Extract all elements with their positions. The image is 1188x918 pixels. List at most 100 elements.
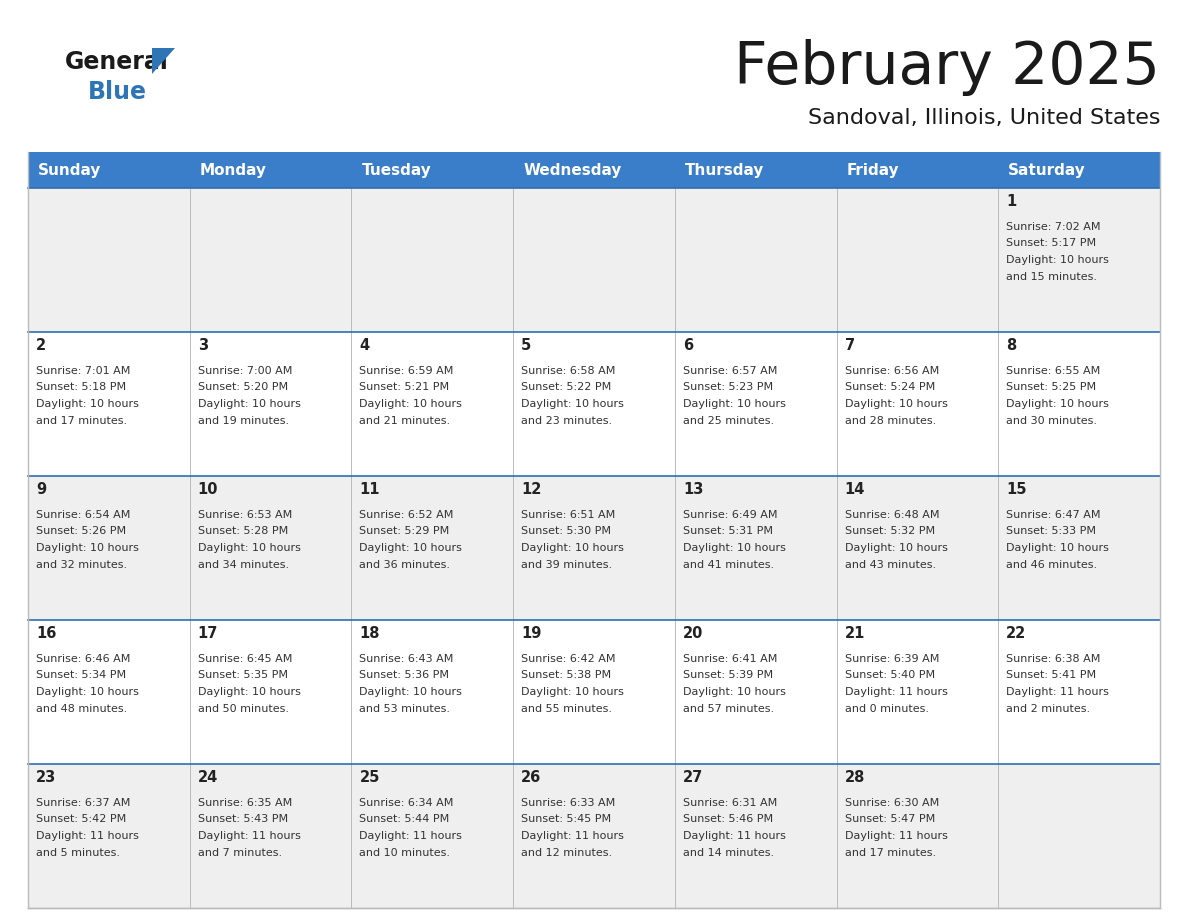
Text: and 39 minutes.: and 39 minutes.	[522, 559, 612, 569]
Text: and 12 minutes.: and 12 minutes.	[522, 847, 612, 857]
Text: Sunrise: 6:58 AM: Sunrise: 6:58 AM	[522, 366, 615, 376]
Text: Daylight: 10 hours: Daylight: 10 hours	[683, 687, 785, 697]
Text: Sunset: 5:42 PM: Sunset: 5:42 PM	[36, 814, 126, 824]
Text: 24: 24	[197, 770, 217, 786]
Bar	[29, 152, 1159, 188]
Text: and 17 minutes.: and 17 minutes.	[845, 847, 936, 857]
Text: 1: 1	[1006, 195, 1017, 209]
Text: Daylight: 10 hours: Daylight: 10 hours	[36, 399, 139, 409]
Text: Daylight: 10 hours: Daylight: 10 hours	[522, 543, 624, 553]
Text: Sandoval, Illinois, United States: Sandoval, Illinois, United States	[808, 108, 1159, 128]
Text: Sunrise: 6:49 AM: Sunrise: 6:49 AM	[683, 510, 777, 520]
Text: Sunrise: 6:52 AM: Sunrise: 6:52 AM	[360, 510, 454, 520]
Text: 23: 23	[36, 770, 56, 786]
Text: Sunrise: 6:45 AM: Sunrise: 6:45 AM	[197, 654, 292, 664]
Text: and 50 minutes.: and 50 minutes.	[197, 703, 289, 713]
Text: 13: 13	[683, 483, 703, 498]
Text: 7: 7	[845, 339, 854, 353]
Text: Sunset: 5:44 PM: Sunset: 5:44 PM	[360, 814, 450, 824]
Text: and 15 minutes.: and 15 minutes.	[1006, 272, 1098, 282]
Text: Sunset: 5:35 PM: Sunset: 5:35 PM	[197, 670, 287, 680]
Text: and 34 minutes.: and 34 minutes.	[197, 559, 289, 569]
Text: Sunset: 5:18 PM: Sunset: 5:18 PM	[36, 383, 126, 393]
Text: Sunset: 5:40 PM: Sunset: 5:40 PM	[845, 670, 935, 680]
Text: Sunset: 5:34 PM: Sunset: 5:34 PM	[36, 670, 126, 680]
Text: Daylight: 11 hours: Daylight: 11 hours	[360, 831, 462, 841]
Text: Daylight: 10 hours: Daylight: 10 hours	[522, 687, 624, 697]
Text: Blue: Blue	[88, 80, 147, 104]
Text: and 46 minutes.: and 46 minutes.	[1006, 559, 1098, 569]
Text: Daylight: 10 hours: Daylight: 10 hours	[360, 399, 462, 409]
Text: Sunrise: 6:54 AM: Sunrise: 6:54 AM	[36, 510, 131, 520]
Text: Sunset: 5:39 PM: Sunset: 5:39 PM	[683, 670, 773, 680]
Text: Daylight: 10 hours: Daylight: 10 hours	[845, 399, 948, 409]
Text: Sunrise: 6:42 AM: Sunrise: 6:42 AM	[522, 654, 615, 664]
Text: February 2025: February 2025	[734, 39, 1159, 96]
Text: and 53 minutes.: and 53 minutes.	[360, 703, 450, 713]
Text: Sunset: 5:30 PM: Sunset: 5:30 PM	[522, 527, 611, 536]
Bar	[29, 188, 1159, 332]
Bar	[29, 620, 1159, 764]
Bar	[29, 332, 1159, 476]
Text: and 36 minutes.: and 36 minutes.	[360, 559, 450, 569]
Text: Sunrise: 6:56 AM: Sunrise: 6:56 AM	[845, 366, 939, 376]
Text: Sunset: 5:31 PM: Sunset: 5:31 PM	[683, 527, 773, 536]
Text: 8: 8	[1006, 339, 1017, 353]
Text: Daylight: 10 hours: Daylight: 10 hours	[1006, 543, 1110, 553]
Text: and 28 minutes.: and 28 minutes.	[845, 416, 936, 426]
Text: and 2 minutes.: and 2 minutes.	[1006, 703, 1091, 713]
Text: Sunrise: 7:02 AM: Sunrise: 7:02 AM	[1006, 222, 1101, 232]
Text: Sunset: 5:24 PM: Sunset: 5:24 PM	[845, 383, 935, 393]
Text: and 7 minutes.: and 7 minutes.	[197, 847, 282, 857]
Text: 14: 14	[845, 483, 865, 498]
Text: Sunset: 5:23 PM: Sunset: 5:23 PM	[683, 383, 773, 393]
Text: Sunset: 5:32 PM: Sunset: 5:32 PM	[845, 527, 935, 536]
Text: Sunset: 5:25 PM: Sunset: 5:25 PM	[1006, 383, 1097, 393]
Text: Sunset: 5:21 PM: Sunset: 5:21 PM	[360, 383, 449, 393]
Text: and 10 minutes.: and 10 minutes.	[360, 847, 450, 857]
Text: and 32 minutes.: and 32 minutes.	[36, 559, 127, 569]
Text: Daylight: 10 hours: Daylight: 10 hours	[683, 543, 785, 553]
Text: Daylight: 10 hours: Daylight: 10 hours	[197, 399, 301, 409]
Text: and 48 minutes.: and 48 minutes.	[36, 703, 127, 713]
Text: Sunrise: 6:39 AM: Sunrise: 6:39 AM	[845, 654, 939, 664]
Text: and 0 minutes.: and 0 minutes.	[845, 703, 929, 713]
Text: Sunset: 5:46 PM: Sunset: 5:46 PM	[683, 814, 773, 824]
Text: and 57 minutes.: and 57 minutes.	[683, 703, 775, 713]
Text: Sunrise: 7:01 AM: Sunrise: 7:01 AM	[36, 366, 131, 376]
Text: 18: 18	[360, 626, 380, 642]
Text: Sunrise: 6:37 AM: Sunrise: 6:37 AM	[36, 798, 131, 808]
Text: Sunrise: 6:43 AM: Sunrise: 6:43 AM	[360, 654, 454, 664]
Text: Daylight: 10 hours: Daylight: 10 hours	[197, 543, 301, 553]
Text: and 30 minutes.: and 30 minutes.	[1006, 416, 1098, 426]
Text: Daylight: 11 hours: Daylight: 11 hours	[522, 831, 624, 841]
Text: and 14 minutes.: and 14 minutes.	[683, 847, 775, 857]
Text: Daylight: 11 hours: Daylight: 11 hours	[845, 687, 948, 697]
Text: 9: 9	[36, 483, 46, 498]
Text: Daylight: 10 hours: Daylight: 10 hours	[522, 399, 624, 409]
Text: Sunset: 5:38 PM: Sunset: 5:38 PM	[522, 670, 612, 680]
Text: 22: 22	[1006, 626, 1026, 642]
Text: Sunrise: 6:51 AM: Sunrise: 6:51 AM	[522, 510, 615, 520]
Text: Sunday: Sunday	[38, 162, 101, 177]
Text: Sunrise: 6:48 AM: Sunrise: 6:48 AM	[845, 510, 939, 520]
Text: Sunrise: 6:38 AM: Sunrise: 6:38 AM	[1006, 654, 1100, 664]
Text: Sunset: 5:17 PM: Sunset: 5:17 PM	[1006, 239, 1097, 249]
Text: and 23 minutes.: and 23 minutes.	[522, 416, 612, 426]
Text: 15: 15	[1006, 483, 1026, 498]
Text: Sunset: 5:26 PM: Sunset: 5:26 PM	[36, 527, 126, 536]
Text: Daylight: 10 hours: Daylight: 10 hours	[845, 543, 948, 553]
Text: Sunset: 5:36 PM: Sunset: 5:36 PM	[360, 670, 449, 680]
Text: and 41 minutes.: and 41 minutes.	[683, 559, 775, 569]
Text: 12: 12	[522, 483, 542, 498]
Polygon shape	[152, 48, 175, 74]
Text: 21: 21	[845, 626, 865, 642]
Text: and 55 minutes.: and 55 minutes.	[522, 703, 612, 713]
Text: Thursday: Thursday	[684, 162, 764, 177]
Text: Daylight: 10 hours: Daylight: 10 hours	[197, 687, 301, 697]
Text: Monday: Monday	[200, 162, 267, 177]
Text: and 19 minutes.: and 19 minutes.	[197, 416, 289, 426]
Text: Sunset: 5:33 PM: Sunset: 5:33 PM	[1006, 527, 1097, 536]
Text: 2: 2	[36, 339, 46, 353]
Text: 3: 3	[197, 339, 208, 353]
